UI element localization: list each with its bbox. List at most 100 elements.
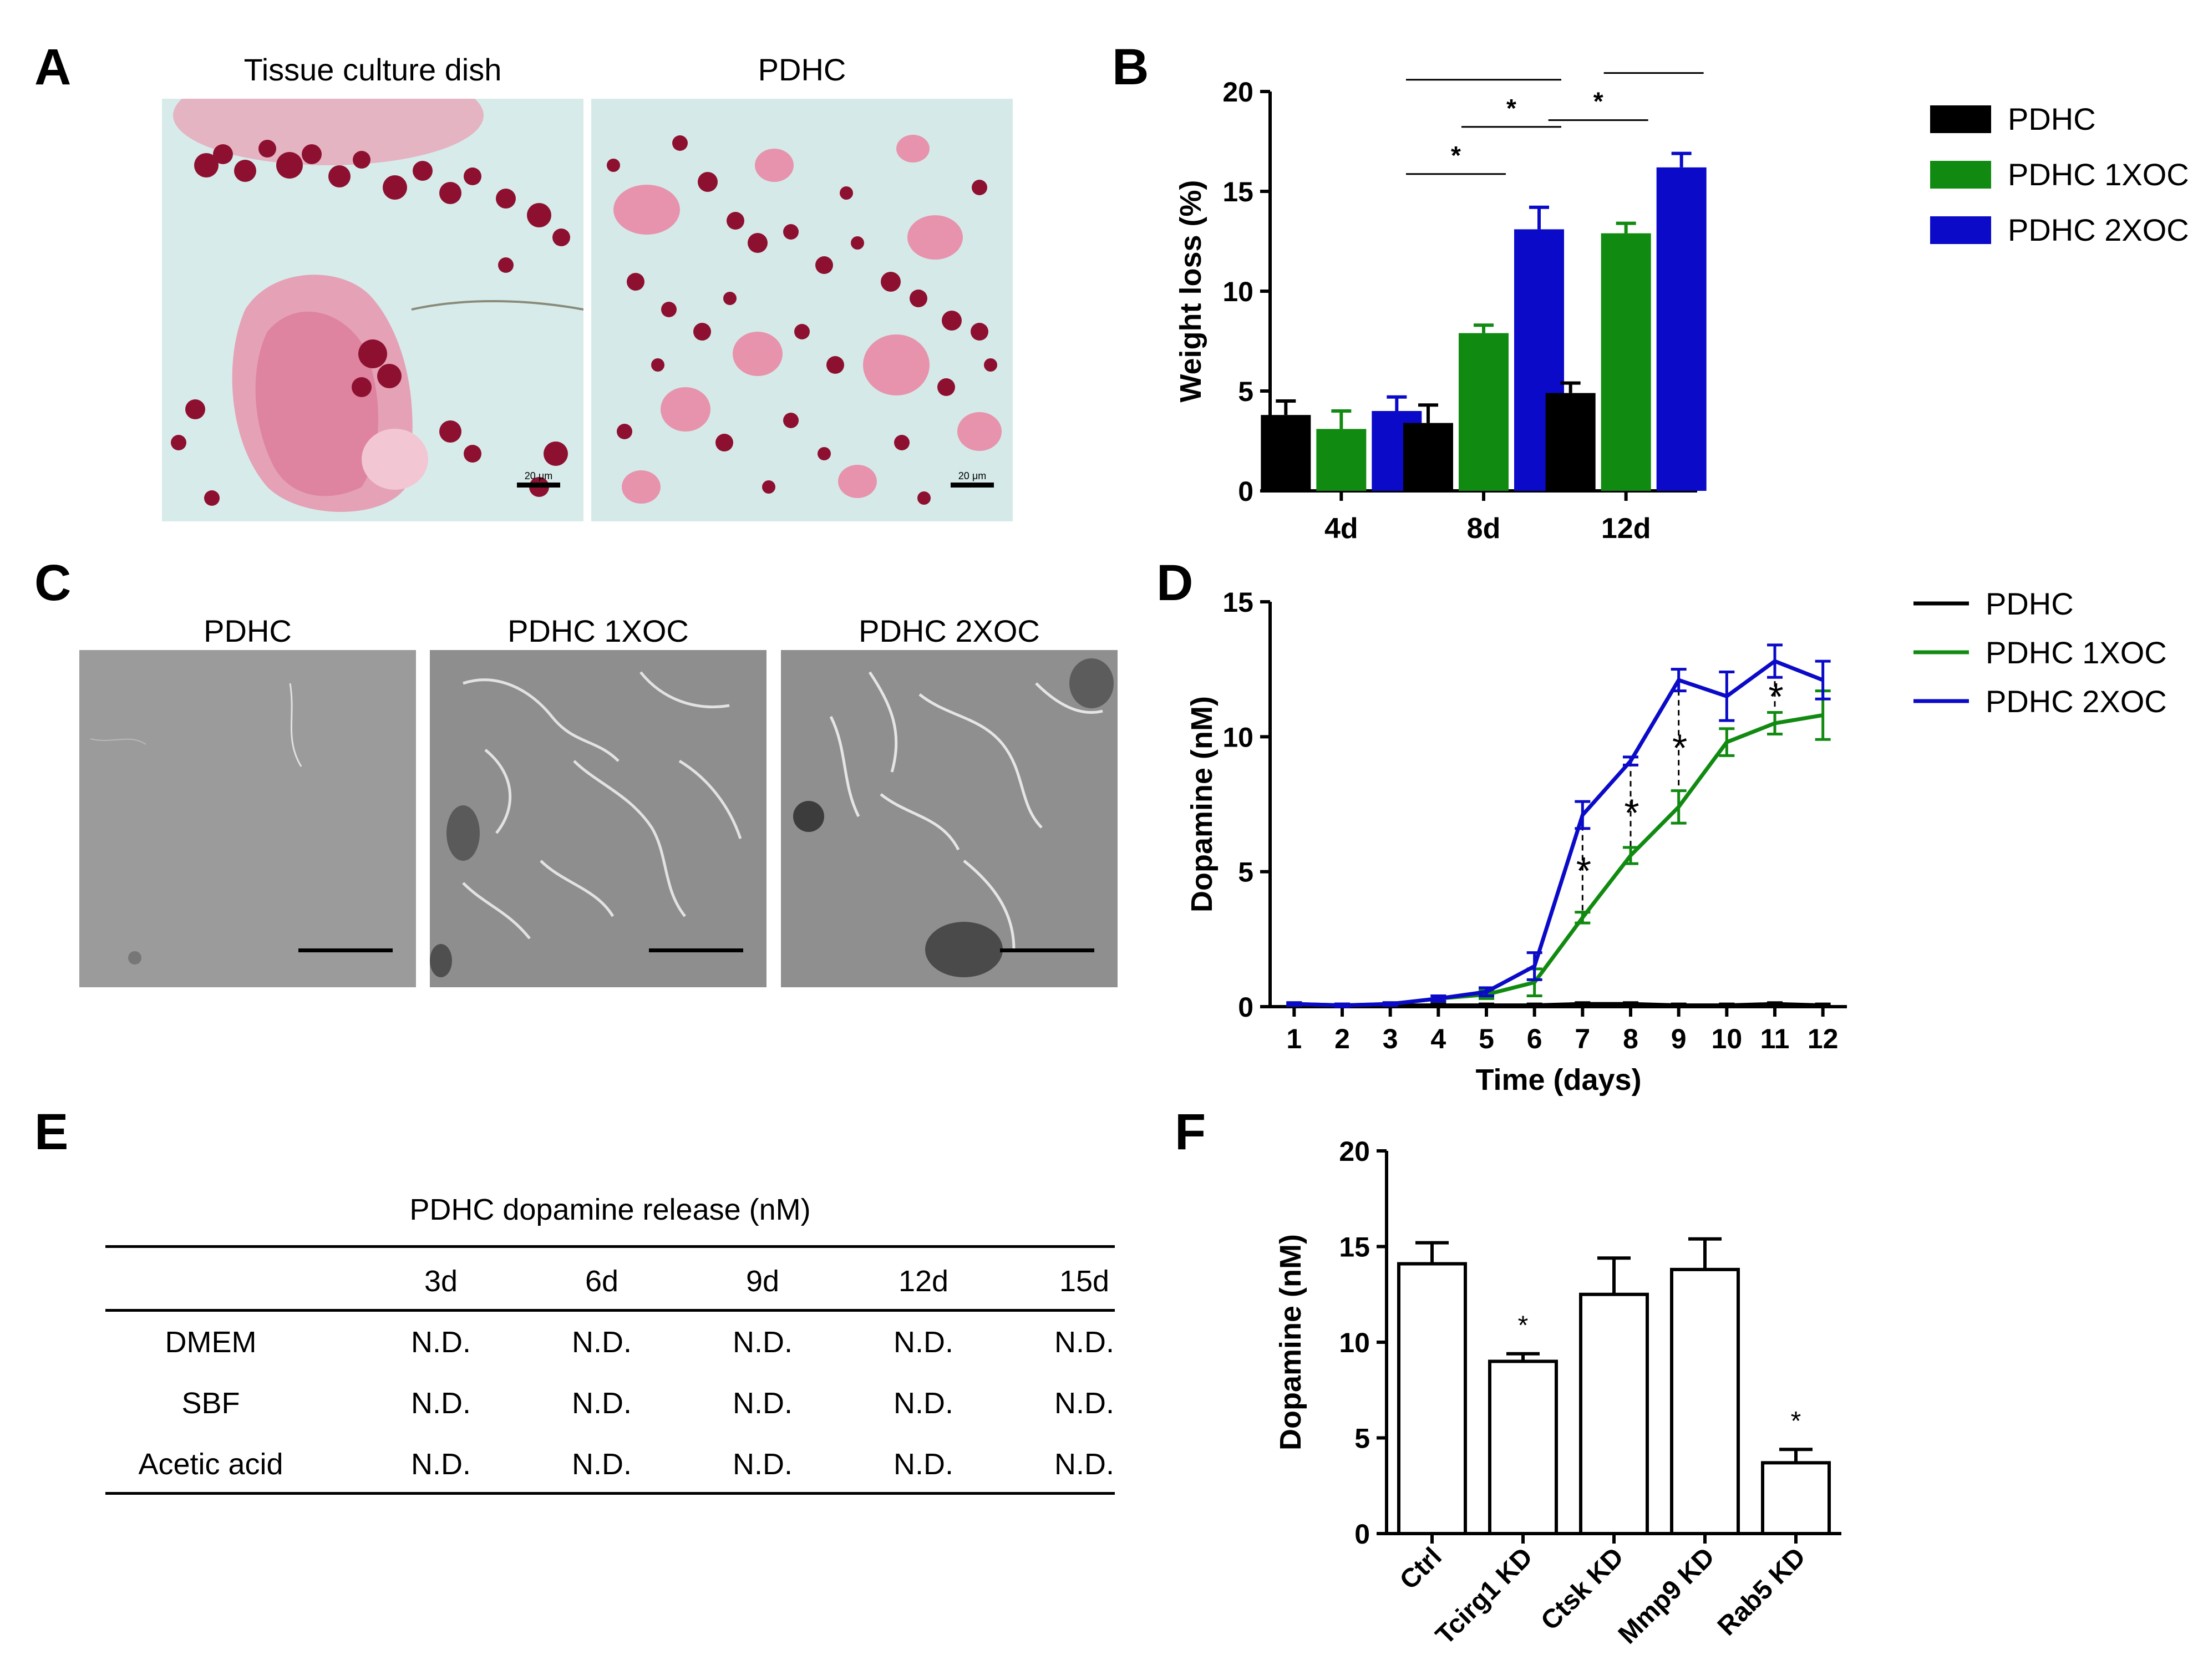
- legend-label: PDHC 1XOC: [2008, 157, 2189, 192]
- table-cell: N.D.: [733, 1326, 793, 1359]
- table-row-label: SBF: [181, 1387, 240, 1420]
- table-e-top-rule: [105, 1245, 1115, 1248]
- panel-label-b: B: [1112, 39, 1149, 95]
- legend-label: PDHC 1XOC: [1986, 635, 2167, 670]
- bar: [1601, 233, 1651, 491]
- series-line: [1294, 659, 1824, 1008]
- x-tick-label: Ctrl: [1394, 1542, 1448, 1595]
- table-cell: N.D.: [411, 1387, 471, 1420]
- y-axis-title: Dopamine (nM): [1274, 1234, 1307, 1450]
- panel-a-caption-1: Tissue culture dish: [243, 52, 502, 87]
- significance-star: *: [1593, 87, 1603, 116]
- legend-label: PDHC 2XOC: [1986, 684, 2167, 719]
- sem-image-pdhc: [79, 650, 416, 987]
- significance-star: *: [1506, 94, 1516, 123]
- legend-label: PDHC 2XOC: [2008, 212, 2189, 247]
- table-cell: N.D.: [572, 1387, 632, 1420]
- table-e-title: PDHC dopamine release (nM): [409, 1193, 811, 1226]
- table-cell: N.D.: [894, 1326, 953, 1359]
- x-tick-label: 8: [1623, 1023, 1638, 1054]
- bar: [1397, 1262, 1467, 1536]
- micrograph-pdhc: 20 μm: [591, 99, 1013, 521]
- table-row-label: Acetic acid: [138, 1448, 283, 1481]
- y-tick-label: 5: [1354, 1423, 1370, 1454]
- sem-image-pdhc-2xoc: [781, 650, 1118, 987]
- table-e-col-header: 12d: [898, 1265, 949, 1298]
- panel-label-d: D: [1156, 555, 1194, 611]
- table-cell: N.D.: [572, 1448, 632, 1481]
- table-e-bottom-rule: [105, 1492, 1115, 1495]
- table-cell: N.D.: [733, 1387, 793, 1420]
- legend-label: PDHC: [1986, 586, 2074, 621]
- bar: [1316, 429, 1367, 491]
- significance-star: *: [1768, 675, 1783, 718]
- legend-label: PDHC: [2008, 101, 2096, 136]
- table-cell: N.D.: [894, 1387, 953, 1420]
- panel-a-caption-2: PDHC: [758, 52, 846, 87]
- panel-label-f: F: [1175, 1104, 1206, 1160]
- table-e-col-header: 15d: [1059, 1265, 1110, 1298]
- table-cell: N.D.: [572, 1326, 632, 1359]
- panel-c-caption-3: PDHC 2XOC: [859, 613, 1040, 648]
- significance-star: *: [1518, 1311, 1529, 1341]
- chart-f-knockdown-dopamine: 0 5 10 15 20 Dopamine (nM) Ctrl * Tcirg1 KDCtsk …: [1274, 1136, 1841, 1651]
- bar: [1403, 423, 1453, 491]
- significance-star: *: [1576, 849, 1591, 892]
- panel-label-c: C: [34, 555, 72, 611]
- table-row: Acetic acid N.D. N.D. N.D. N.D. N.D.: [105, 1442, 1115, 1486]
- bar: [1459, 333, 1509, 491]
- bar: [1761, 1461, 1831, 1535]
- micrograph-pdhc-image: 20 μm: [591, 99, 1013, 521]
- panel-label-a: A: [34, 39, 72, 95]
- x-tick-label: Rab5 KD: [1712, 1542, 1811, 1641]
- x-tick-label: 6: [1527, 1023, 1542, 1054]
- x-tick-label: 8d: [1467, 512, 1501, 545]
- bar: [1545, 393, 1596, 491]
- y-tick-label: 0: [1238, 992, 1253, 1023]
- x-tick-label: 5: [1479, 1023, 1494, 1054]
- x-tick-label: 9: [1671, 1023, 1687, 1054]
- y-tick-label: 10: [1339, 1327, 1370, 1358]
- y-axis-title: Weight loss (%): [1174, 180, 1207, 402]
- x-tick-label: 1: [1286, 1023, 1302, 1054]
- table-row-label: DMEM: [165, 1326, 257, 1359]
- table-e-header-rule: [105, 1309, 1115, 1312]
- sem-image-pdhc-1xoc-texture: [430, 650, 766, 987]
- x-tick-label: 10: [1712, 1023, 1743, 1054]
- legend-swatch: [1930, 105, 1991, 133]
- y-tick-label: 5: [1238, 857, 1253, 888]
- table-cell: N.D.: [733, 1448, 793, 1481]
- bar: [1579, 1292, 1649, 1535]
- y-tick-label: 20: [1222, 77, 1253, 108]
- scale-bar-label-a1: 20 μm: [525, 470, 552, 481]
- table-cell: N.D.: [411, 1326, 471, 1359]
- bar: [1261, 415, 1311, 491]
- y-axis-title: Dopamine (nM): [1185, 696, 1219, 912]
- table-row: DMEM N.D. N.D. N.D. N.D. N.D.: [105, 1320, 1115, 1364]
- y-tick-label: 0: [1238, 476, 1253, 507]
- micrograph-tissue-culture-dish-image: 20 μm: [162, 99, 583, 521]
- micrograph-tissue-culture-dish: 20 μm: [162, 99, 583, 521]
- sem-image-pdhc-1xoc: [430, 650, 766, 987]
- table-cell: N.D.: [894, 1448, 953, 1481]
- x-tick-label: 4d: [1324, 512, 1358, 545]
- sem-image-pdhc-2xoc-texture: [781, 650, 1118, 987]
- x-tick-label: Tcirg1 KD: [1430, 1542, 1539, 1650]
- table-e-col-header: 6d: [585, 1265, 619, 1298]
- significance-star: *: [1479, 67, 1489, 75]
- bar: [1488, 1359, 1558, 1535]
- legend-swatch: [1930, 161, 1991, 189]
- y-tick-label: 15: [1222, 587, 1253, 618]
- table-cell: N.D.: [411, 1448, 471, 1481]
- table-e-col-header: 3d: [424, 1265, 458, 1298]
- x-tick-label: Ctsk KD: [1535, 1542, 1629, 1636]
- x-tick-label: 12d: [1601, 512, 1651, 545]
- table-cell: N.D.: [1054, 1326, 1114, 1359]
- y-tick-label: 15: [1339, 1232, 1370, 1263]
- bar: [1670, 1267, 1740, 1535]
- panel-c-caption-2: PDHC 1XOC: [507, 613, 689, 648]
- x-tick-label: 2: [1334, 1023, 1350, 1054]
- y-tick-label: 0: [1354, 1519, 1370, 1550]
